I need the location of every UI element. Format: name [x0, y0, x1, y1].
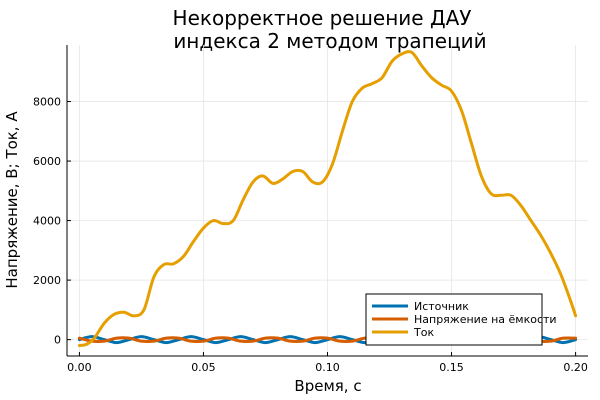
chart-title-line1: Некорректное решение ДАУ: [173, 6, 472, 30]
x-tick-label: 0.15: [439, 361, 464, 374]
legend-label-2: Ток: [413, 326, 434, 339]
x-ticks: 0.00 0.05 0.10 0.15 0.20: [67, 352, 588, 374]
x-tick-label: 0.00: [67, 361, 92, 374]
y-tick-label: 0: [54, 334, 61, 347]
chart-title-line2: индекса 2 методом трапеций: [173, 29, 486, 53]
y-ticks: 0 2000 4000 6000 8000: [33, 96, 71, 347]
x-tick-label: 0.05: [191, 361, 216, 374]
x-tick-label: 0.10: [315, 361, 340, 374]
x-axis-label: Время, с: [294, 377, 361, 395]
x-tick-label: 0.20: [563, 361, 588, 374]
legend-label-0: Источник: [414, 300, 469, 313]
y-tick-label: 8000: [33, 96, 61, 109]
series-line-2: [77, 50, 578, 348]
y-axis-label: Напряжение, В; Ток, А: [3, 111, 21, 289]
y-tick-label: 6000: [33, 155, 61, 168]
y-tick-label: 2000: [33, 274, 61, 287]
y-tick-label: 4000: [33, 215, 61, 228]
legend-label-1: Напряжение на ёмкости: [414, 313, 557, 326]
